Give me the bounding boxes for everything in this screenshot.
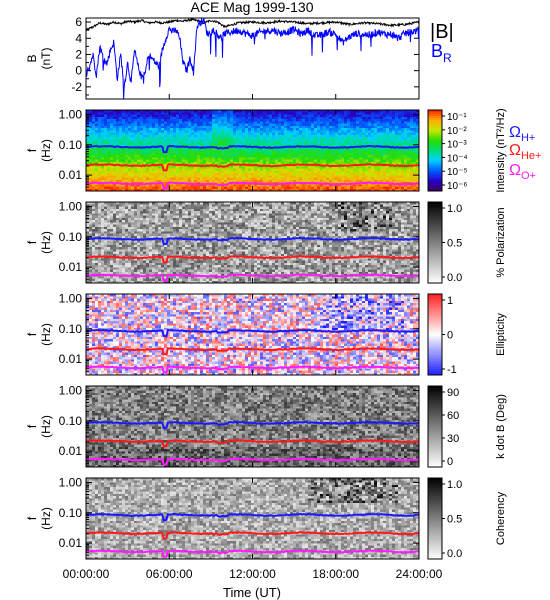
colorbar-label: Intensity (nT²/Hz) [495,108,507,192]
colorbar-tick-label: 10⁻² [447,126,467,137]
freq-ylabel: f (Hz) [25,139,53,162]
freq-tick-label: 0.10 [59,138,83,152]
intensity-panel-colorbar [428,110,442,192]
b-panel-frame [86,18,419,99]
legend-b-radial-sub: R [443,51,452,65]
b-ytick-label: 4 [75,31,82,45]
b-ytick-label: -2 [71,80,82,94]
polarization-panel: 1.000.100.01f (Hz)1.00.50.0% Polarization [25,199,507,284]
freq-ylabel-var: f [25,148,39,152]
b-ytick-label: 0 [75,64,82,78]
colorbar-tick-label: 10⁻⁵ [447,167,468,178]
colorbar-label-text: Intensity (nT²/Hz) [495,108,507,192]
freq-ylabel-unit: (Hz) [39,139,53,162]
b-ylabel-var: B [25,54,39,62]
b-ylabel-unit: (nT) [39,48,53,70]
colorbar-tick-label: 10⁻⁶ [447,181,468,192]
colorbar-tick-label: 10⁻⁴ [447,153,468,164]
intensity-panel-cells [86,110,420,192]
intensity-panel: 1.00 0.10 0.01 f (Hz) 10⁻¹ 10⁻² 10⁻³ 10⁻⁴ 10⁻⁵ 10⁻… [25,107,507,192]
b-ylabel: B (nT) [25,48,53,70]
colorbar-tick-label: 10⁻¹ [447,112,467,123]
x-axis-label: Time (UT) [223,585,281,600]
freq-tick-label: 1.00 [59,107,83,121]
b-ytick-label: 6 [75,15,82,29]
colorbar-tick-label: 10⁻³ [447,140,467,151]
legend-b-magnitude: |B| [430,21,454,43]
b-ytick-label: 2 [75,47,82,61]
polarization-panel-cells [86,202,420,284]
chart-title: ACE Mag 1999-130 [191,0,314,15]
freq-tick-label: 0.01 [59,168,83,182]
legend-b-radial: BR [431,41,452,65]
